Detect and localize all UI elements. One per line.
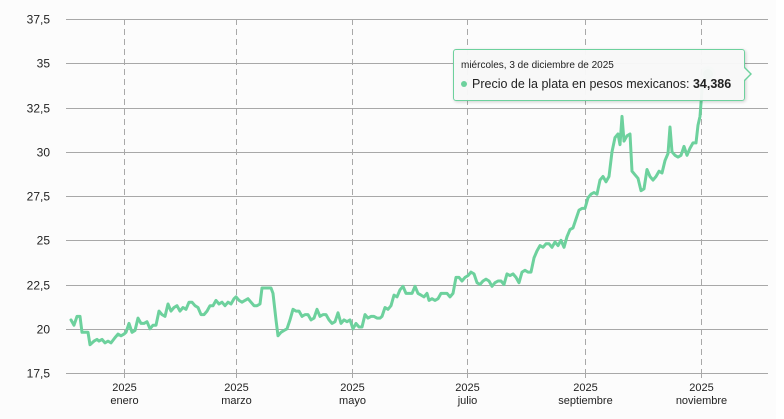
x-tick-month: julio [457, 395, 478, 407]
x-tick-month: marzo [221, 395, 252, 407]
data-tooltip: miércoles, 3 de diciembre de 2025 Precio… [453, 49, 752, 101]
y-tick-label: 37,5 [27, 13, 51, 27]
x-tick-year: 2025 [573, 382, 597, 394]
x-tick-year: 2025 [224, 382, 248, 394]
x-tick-year: 2025 [689, 382, 713, 394]
y-tick-label: 27,5 [27, 190, 51, 204]
y-tick-label: 22,5 [27, 279, 51, 293]
background-strip [776, 0, 784, 419]
tooltip-series-label: Precio de la plata en pesos mexicanos: [472, 77, 693, 91]
tooltip-series-row: Precio de la plata en pesos mexicanos: 3… [461, 77, 731, 91]
tooltip-date: miércoles, 3 de diciembre de 2025 [461, 60, 614, 71]
y-tick-label: 20 [37, 323, 51, 337]
y-tick-label: 32,5 [27, 102, 51, 116]
series-line [69, 72, 710, 347]
y-tick-label: 17,5 [27, 367, 51, 381]
x-tick-month: septiembre [558, 395, 612, 407]
y-tick-label: 35 [37, 57, 51, 71]
x-tick-month: enero [110, 395, 138, 407]
x-tick-year: 2025 [340, 382, 364, 394]
tooltip-value: 34,386 [692, 77, 732, 91]
x-tick-month: noviembre [676, 395, 727, 407]
y-tick-label: 25 [37, 234, 51, 248]
tooltip-arrow [743, 66, 752, 82]
series-marker-icon [461, 80, 467, 87]
x-tick-month: mayo [339, 395, 366, 407]
y-tick-label: 30 [37, 146, 51, 160]
x-tick-year: 2025 [112, 382, 136, 394]
x-tick-year: 2025 [455, 382, 479, 394]
